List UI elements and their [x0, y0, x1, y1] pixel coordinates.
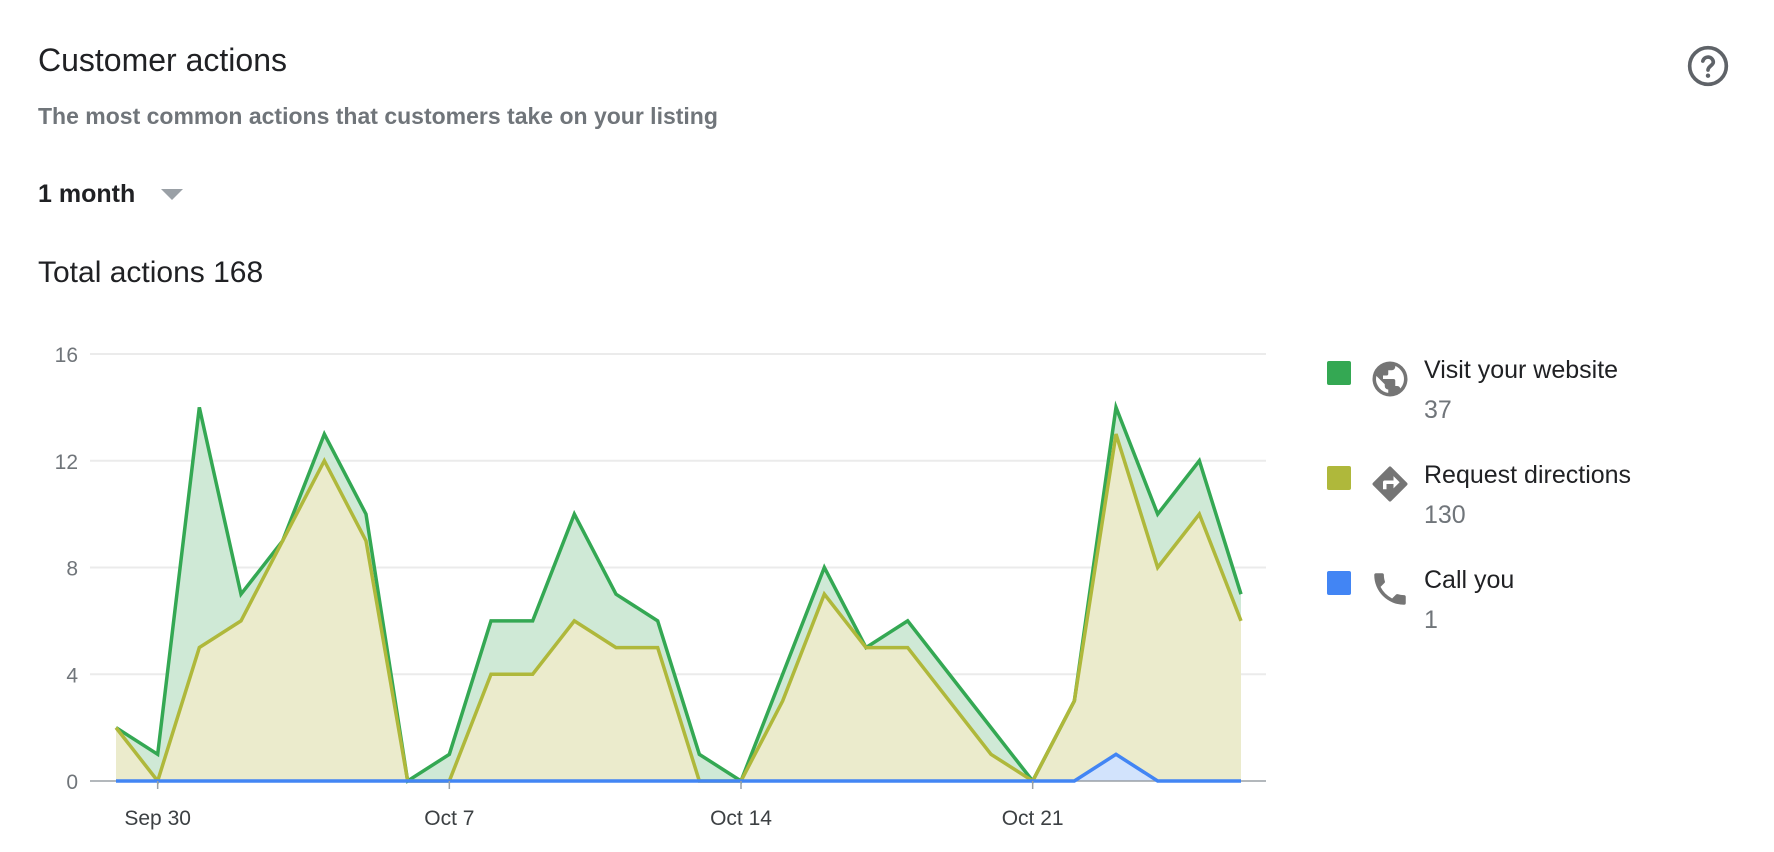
x-tick-label: Sep 30	[124, 807, 191, 830]
total-actions: Total actions 168	[38, 256, 264, 289]
card-subtitle: The most common actions that customers t…	[38, 103, 718, 129]
y-tick-label: 8	[66, 558, 78, 581]
y-tick-label: 0	[66, 771, 78, 794]
legend-swatch	[1327, 361, 1351, 385]
phone-icon	[1374, 573, 1406, 605]
x-tick-label: Oct 14	[710, 807, 772, 830]
area-request-directions	[116, 434, 1241, 781]
legend-label: Visit your website	[1424, 356, 1619, 384]
globe-icon	[1372, 361, 1408, 397]
help-circle-icon[interactable]	[1686, 44, 1730, 88]
legend-label: Call you	[1424, 566, 1515, 594]
x-tick-label: Oct 21	[1002, 807, 1064, 830]
legend-value: 130	[1424, 501, 1466, 529]
x-tick-label: Oct 7	[424, 807, 474, 830]
y-tick-label: 12	[55, 451, 78, 474]
range-dropdown[interactable]: 1 month	[38, 180, 184, 209]
legend-swatch	[1327, 571, 1351, 595]
range-selected: 1 month	[38, 180, 136, 208]
y-tick-label: 16	[55, 344, 78, 367]
line-request-directions	[114, 433, 1243, 785]
area-visit-your-website	[116, 407, 1241, 781]
legend-swatch	[1327, 466, 1351, 490]
chevron-down-icon	[161, 189, 184, 200]
legend-value: 37	[1424, 396, 1452, 424]
area-call-you	[116, 754, 1241, 781]
directions-icon	[1372, 466, 1408, 502]
legend-label: Request directions	[1424, 461, 1632, 489]
legend-value: 1	[1424, 606, 1438, 634]
line-call-you	[116, 752, 1241, 783]
customer-actions-chart: 0 4 8 12 16 Sep 30 Oct 7 Oct 14 Oct 21	[55, 344, 1266, 830]
card-title: Customer actions	[38, 42, 287, 78]
y-tick-label: 4	[66, 664, 78, 687]
